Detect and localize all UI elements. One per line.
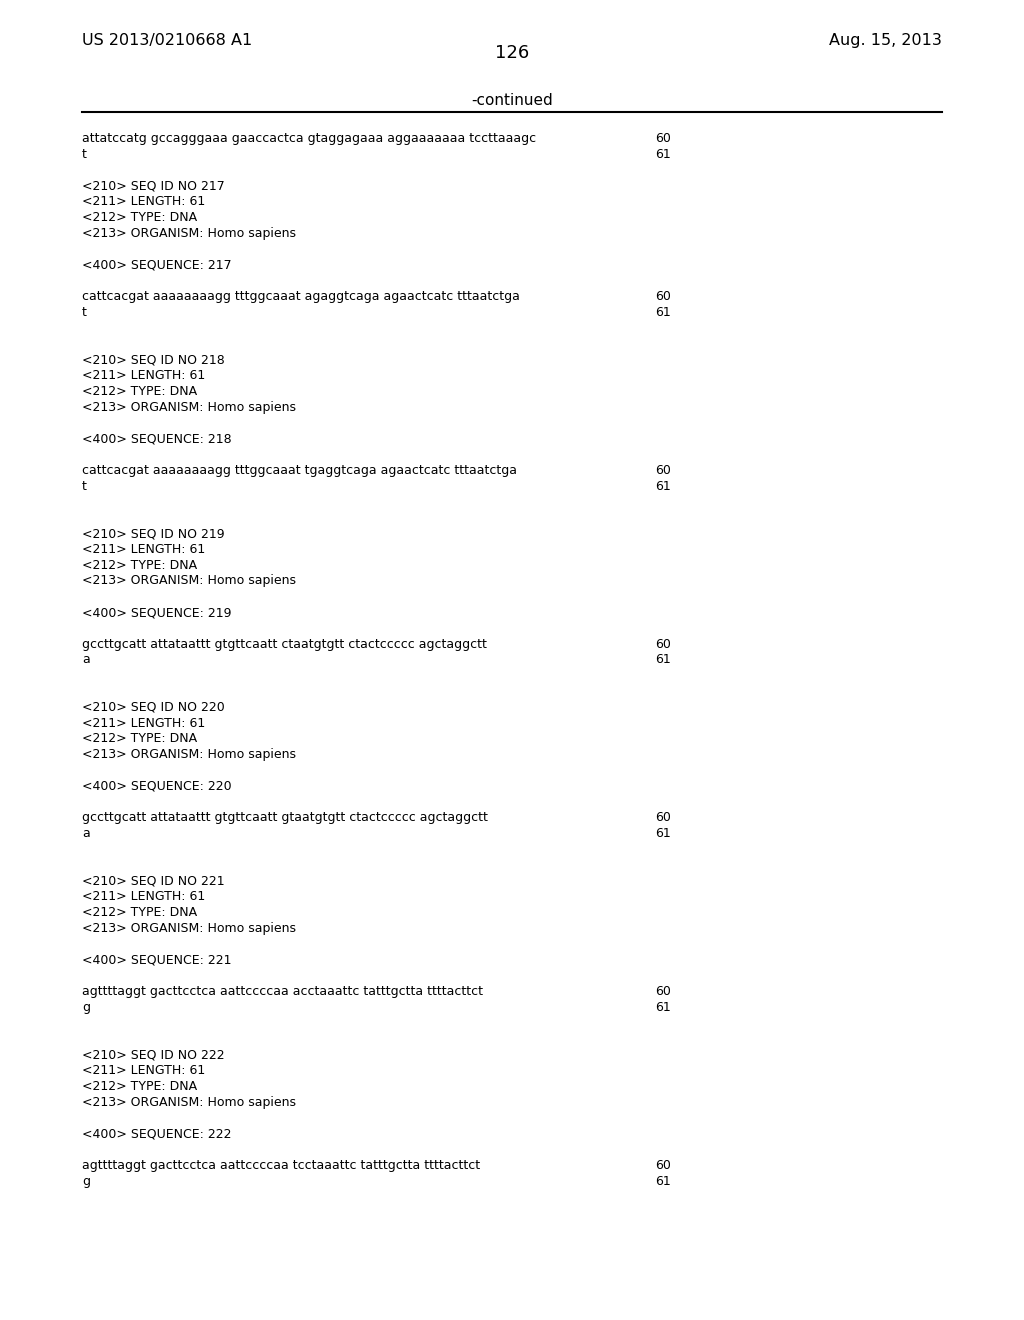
Text: 60: 60 <box>655 1159 671 1172</box>
Text: <211> LENGTH: 61: <211> LENGTH: 61 <box>82 543 205 556</box>
Text: <210> SEQ ID NO 217: <210> SEQ ID NO 217 <box>82 180 224 193</box>
Text: 60: 60 <box>655 985 671 998</box>
Text: agttttaggt gacttcctca aattccccaa tcctaaattc tatttgctta ttttacttct: agttttaggt gacttcctca aattccccaa tcctaaa… <box>82 1159 480 1172</box>
Text: a: a <box>82 653 90 667</box>
Text: 61: 61 <box>655 828 671 841</box>
Text: t: t <box>82 306 87 319</box>
Text: <400> SEQUENCE: 220: <400> SEQUENCE: 220 <box>82 780 231 793</box>
Text: 61: 61 <box>655 1001 671 1014</box>
Text: <400> SEQUENCE: 217: <400> SEQUENCE: 217 <box>82 259 231 272</box>
Text: <213> ORGANISM: Homo sapiens: <213> ORGANISM: Homo sapiens <box>82 921 296 935</box>
Text: 60: 60 <box>655 812 671 825</box>
Text: t: t <box>82 479 87 492</box>
Text: <213> ORGANISM: Homo sapiens: <213> ORGANISM: Homo sapiens <box>82 1096 296 1109</box>
Text: <210> SEQ ID NO 219: <210> SEQ ID NO 219 <box>82 527 224 540</box>
Text: 60: 60 <box>655 638 671 651</box>
Text: <400> SEQUENCE: 221: <400> SEQUENCE: 221 <box>82 953 231 966</box>
Text: <211> LENGTH: 61: <211> LENGTH: 61 <box>82 1064 205 1077</box>
Text: <400> SEQUENCE: 222: <400> SEQUENCE: 222 <box>82 1127 231 1140</box>
Text: <211> LENGTH: 61: <211> LENGTH: 61 <box>82 891 205 903</box>
Text: <210> SEQ ID NO 218: <210> SEQ ID NO 218 <box>82 354 224 366</box>
Text: <212> TYPE: DNA: <212> TYPE: DNA <box>82 385 198 397</box>
Text: cattcacgat aaaaaaaagg tttggcaaat tgaggtcaga agaactcatc tttaatctga: cattcacgat aaaaaaaagg tttggcaaat tgaggtc… <box>82 463 517 477</box>
Text: <213> ORGANISM: Homo sapiens: <213> ORGANISM: Homo sapiens <box>82 574 296 587</box>
Text: t: t <box>82 148 87 161</box>
Text: 60: 60 <box>655 463 671 477</box>
Text: <212> TYPE: DNA: <212> TYPE: DNA <box>82 907 198 919</box>
Text: <213> ORGANISM: Homo sapiens: <213> ORGANISM: Homo sapiens <box>82 400 296 413</box>
Text: gccttgcatt attataattt gtgttcaatt ctaatgtgtt ctactccccc agctaggctt: gccttgcatt attataattt gtgttcaatt ctaatgt… <box>82 638 486 651</box>
Text: <211> LENGTH: 61: <211> LENGTH: 61 <box>82 717 205 730</box>
Text: Aug. 15, 2013: Aug. 15, 2013 <box>829 33 942 48</box>
Text: 61: 61 <box>655 148 671 161</box>
Text: <211> LENGTH: 61: <211> LENGTH: 61 <box>82 370 205 381</box>
Text: <212> TYPE: DNA: <212> TYPE: DNA <box>82 211 198 224</box>
Text: cattcacgat aaaaaaaagg tttggcaaat agaggtcaga agaactcatc tttaatctga: cattcacgat aaaaaaaagg tttggcaaat agaggtc… <box>82 290 520 304</box>
Text: 61: 61 <box>655 306 671 319</box>
Text: attatccatg gccagggaaa gaaccactca gtaggagaaa aggaaaaaaa tccttaaagc: attatccatg gccagggaaa gaaccactca gtaggag… <box>82 132 537 145</box>
Text: g: g <box>82 1001 90 1014</box>
Text: <212> TYPE: DNA: <212> TYPE: DNA <box>82 1080 198 1093</box>
Text: <212> TYPE: DNA: <212> TYPE: DNA <box>82 558 198 572</box>
Text: <212> TYPE: DNA: <212> TYPE: DNA <box>82 733 198 746</box>
Text: 61: 61 <box>655 653 671 667</box>
Text: <400> SEQUENCE: 219: <400> SEQUENCE: 219 <box>82 606 231 619</box>
Text: 61: 61 <box>655 479 671 492</box>
Text: <210> SEQ ID NO 220: <210> SEQ ID NO 220 <box>82 701 224 714</box>
Text: <400> SEQUENCE: 218: <400> SEQUENCE: 218 <box>82 432 231 445</box>
Text: 60: 60 <box>655 290 671 304</box>
Text: 126: 126 <box>495 44 529 62</box>
Text: a: a <box>82 828 90 841</box>
Text: <210> SEQ ID NO 222: <210> SEQ ID NO 222 <box>82 1048 224 1061</box>
Text: 61: 61 <box>655 1175 671 1188</box>
Text: g: g <box>82 1175 90 1188</box>
Text: gccttgcatt attataattt gtgttcaatt gtaatgtgtt ctactccccc agctaggctt: gccttgcatt attataattt gtgttcaatt gtaatgt… <box>82 812 487 825</box>
Text: 60: 60 <box>655 132 671 145</box>
Text: -continued: -continued <box>471 92 553 108</box>
Text: US 2013/0210668 A1: US 2013/0210668 A1 <box>82 33 252 48</box>
Text: <213> ORGANISM: Homo sapiens: <213> ORGANISM: Homo sapiens <box>82 748 296 762</box>
Text: <210> SEQ ID NO 221: <210> SEQ ID NO 221 <box>82 875 224 887</box>
Text: <211> LENGTH: 61: <211> LENGTH: 61 <box>82 195 205 209</box>
Text: agttttaggt gacttcctca aattccccaa acctaaattc tatttgctta ttttacttct: agttttaggt gacttcctca aattccccaa acctaaa… <box>82 985 483 998</box>
Text: <213> ORGANISM: Homo sapiens: <213> ORGANISM: Homo sapiens <box>82 227 296 240</box>
